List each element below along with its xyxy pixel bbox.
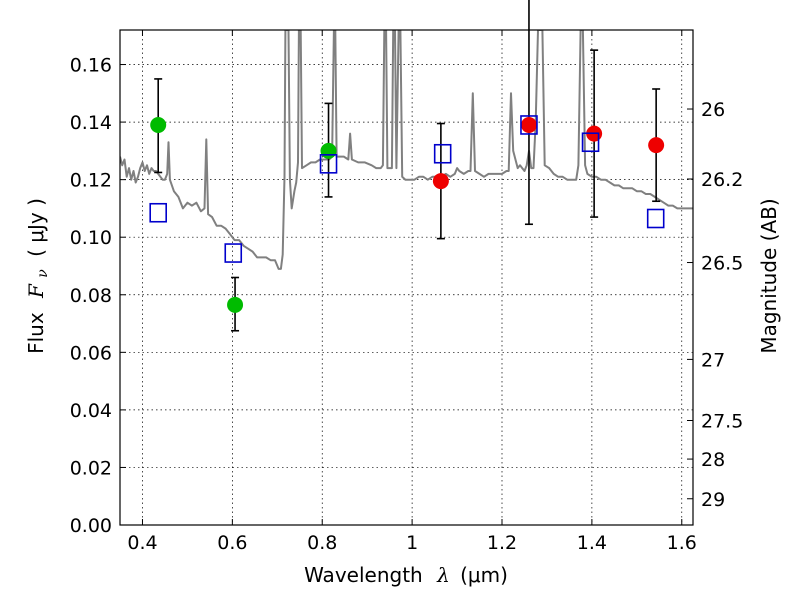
plot-background — [120, 30, 693, 525]
y-tick-label: 0.14 — [70, 112, 112, 134]
y-tick-label: 0.08 — [70, 285, 112, 307]
x-tick-label: 1.4 — [577, 532, 607, 554]
spectrum-line — [120, 30, 693, 270]
y2-tick-label: 29 — [701, 489, 725, 511]
x-axis-title-symbol: λ — [436, 563, 450, 587]
x-axis-ticks: 0.4 0.6 0.8 1 1.2 1.4 1.6 — [127, 30, 697, 554]
y-axis-title: Flux F ν ( μJy ) — [24, 198, 52, 354]
x-tick-label: 0.4 — [127, 532, 157, 554]
red-data-point — [432, 173, 449, 190]
x-tick-label: 1.6 — [667, 532, 697, 554]
y-tick-label: 0.04 — [70, 400, 112, 422]
y2-tick-label: 28 — [701, 449, 725, 471]
y2-axis-title: Magnitude (AB) — [757, 198, 781, 353]
x-axis-title: Wavelength λ (μm) — [304, 563, 508, 587]
x-axis-title-prefix: Wavelength — [304, 563, 423, 587]
data-markers — [149, 115, 665, 313]
y-tick-label: 0.10 — [70, 227, 112, 249]
model-spectrum — [120, 30, 693, 270]
model-point-marker — [319, 154, 338, 174]
green-data-point — [320, 142, 337, 159]
y2-axis-ticks: 26 26.2 26.5 27 27.5 28 29 — [687, 99, 743, 511]
x-axis-title-unit: (μm) — [460, 563, 508, 587]
model-point-marker — [581, 132, 600, 153]
plot-frame — [119, 29, 694, 526]
model-point-marker — [433, 143, 452, 164]
y2-tick-label: 27 — [701, 349, 725, 371]
x-tick-label: 0.6 — [217, 532, 247, 554]
y-axis-ticks: 0.00 0.02 0.04 0.06 0.08 0.10 0.12 0.14 0.16 — [70, 55, 126, 537]
x-tick-label: 1.2 — [487, 532, 517, 554]
y-tick-label: 0.02 — [70, 457, 112, 479]
model-point-marker — [646, 208, 665, 229]
model-point-marker — [149, 202, 167, 223]
y-axis-title-subscript: ν — [35, 269, 51, 278]
y2-tick-label: 27.5 — [701, 411, 743, 433]
green-data-point — [227, 296, 244, 313]
y-tick-label: 0.06 — [70, 342, 112, 364]
x-tick-label: 1 — [406, 532, 418, 554]
y-tick-label: 0.12 — [70, 170, 112, 192]
y2-tick-label: 26 — [701, 99, 725, 121]
red-data-point — [520, 116, 537, 133]
model-point-marker — [224, 243, 243, 263]
model-point-marker — [520, 115, 538, 135]
y-axis-title-symbol: F — [24, 283, 48, 299]
red-data-point — [648, 137, 665, 154]
y-axis-title-prefix: Flux — [24, 312, 48, 354]
x-tick-label: 0.8 — [307, 532, 337, 554]
y-tick-label: 0.16 — [70, 55, 112, 77]
y-tick-label: 0.00 — [70, 515, 112, 537]
green-data-point — [150, 116, 167, 133]
y2-tick-label: 26.5 — [701, 253, 743, 275]
y2-tick-label: 26.2 — [701, 169, 743, 191]
y-axis-title-unit: ( μJy ) — [24, 198, 48, 257]
